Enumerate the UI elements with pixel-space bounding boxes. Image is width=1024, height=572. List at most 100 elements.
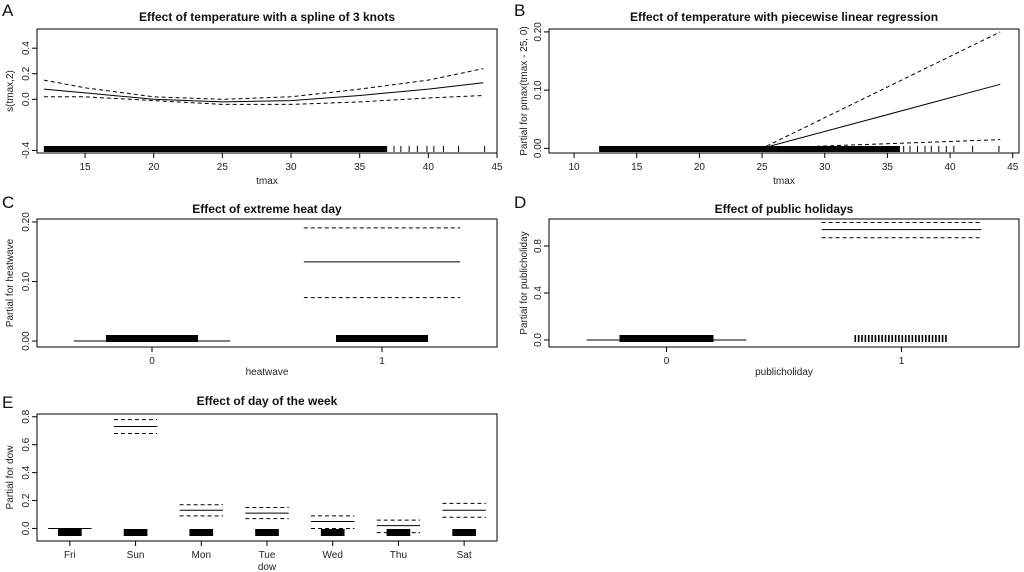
x-axis-label: dow — [258, 562, 277, 572]
y-tick-label: 0.10 — [21, 271, 32, 291]
y-tick-label: 0.6 — [21, 437, 32, 451]
rug-tick — [911, 335, 914, 342]
rug-tick — [901, 335, 904, 342]
y-tick-label: 0.4 — [533, 286, 544, 300]
y-tick-label: 0.0 — [533, 333, 544, 347]
y-tick-label: -0.4 — [21, 141, 32, 159]
rug-tick — [898, 335, 900, 342]
rug-tick — [921, 335, 924, 342]
x-tick-label: Mon — [192, 550, 211, 561]
y-axis: 0.0 0.4 0.8 — [533, 239, 549, 347]
rug-tick — [904, 335, 907, 342]
y-tick-label: 0.0 — [21, 92, 32, 106]
rug-tick — [878, 335, 880, 342]
y-axis-label: s(tmax,2) — [5, 70, 16, 112]
rug-block — [386, 529, 411, 536]
x-tick-label: 40 — [945, 162, 957, 173]
rug-block — [123, 529, 148, 536]
x-tick-label: 35 — [882, 162, 894, 173]
x-tick-label: 25 — [217, 162, 229, 173]
rug-tick — [857, 335, 860, 342]
y-tick-label: 0.2 — [21, 66, 32, 80]
plot-frame — [36, 218, 498, 348]
rug-tick — [854, 335, 857, 342]
rug-tick — [928, 335, 930, 342]
y-tick-label: 0.4 — [21, 465, 32, 479]
x-tick-label: 1 — [899, 356, 905, 367]
rug-tick — [871, 335, 873, 342]
rug-block — [619, 335, 714, 342]
x-axis: Fri Sun Mon Tue Wed Thu Sat — [64, 541, 472, 561]
y-tick-label: 0.00 — [533, 138, 544, 158]
panel-letter: D — [514, 193, 526, 212]
chart-title: Effect of temperature with a spline of 3… — [139, 10, 395, 24]
chart-title: Effect of day of the week — [197, 394, 338, 408]
y-tick-label: 0.8 — [21, 409, 32, 423]
chart-title: Effect of public holidays — [715, 202, 854, 216]
plot-frame — [548, 28, 1020, 154]
x-axis-label: publicholiday — [755, 367, 813, 378]
rug-block — [255, 529, 279, 536]
x-tick-label: 1 — [379, 356, 385, 367]
x-axis: 15 20 25 30 35 40 45 — [79, 153, 503, 173]
rug-tick — [864, 335, 867, 342]
x-tick-label: 20 — [148, 162, 160, 173]
x-tick-label: 30 — [819, 162, 831, 173]
panel-c: C Effect of extreme heat day 0.00 0.10 0.20 P… — [2, 193, 498, 378]
estimate-line — [43, 82, 484, 103]
rug-tick — [908, 335, 910, 342]
estimate-line — [599, 83, 1001, 149]
x-tick-label: 20 — [694, 162, 706, 173]
x-tick-label: Wed — [323, 550, 343, 561]
rug-tick — [888, 335, 890, 342]
panel-letter: A — [2, 1, 14, 20]
rug-dense — [43, 146, 388, 152]
rug — [599, 146, 1000, 152]
chart-title: Effect of temperature with piecewise lin… — [630, 10, 938, 24]
confidence-band-line — [599, 31, 1001, 149]
y-axis-label: Partial for pmax(tmax - 25, 0) — [519, 26, 530, 155]
x-tick-label: Thu — [390, 550, 407, 561]
rug-tick — [867, 335, 870, 342]
rug — [43, 146, 486, 152]
y-tick-label: 0.20 — [533, 22, 544, 42]
y-tick-label: 0.0 — [21, 521, 32, 535]
rug-block — [106, 335, 198, 342]
x-tick-label: 25 — [757, 162, 769, 173]
y-axis: 0.0 0.2 0.4 0.6 0.8 — [21, 409, 37, 535]
y-axis-label: Partial for publicholiday — [519, 231, 530, 334]
y-tick-label: 0.8 — [533, 239, 544, 253]
y-axis-label: Partial for dow — [5, 445, 16, 510]
rug-tick — [861, 335, 863, 342]
x-tick-label: 0 — [149, 356, 155, 367]
rug-tick — [874, 335, 877, 342]
x-tick-label: 15 — [79, 162, 91, 173]
x-axis-label: heatwave — [246, 367, 289, 378]
rug-dense — [599, 146, 900, 152]
x-tick-label: 15 — [631, 162, 643, 173]
y-axis: 0.00 0.10 0.20 — [21, 212, 37, 351]
y-axis: -0.4 0.0 0.2 0.4 — [21, 41, 37, 159]
rug-tick — [931, 335, 934, 342]
x-tick-label: 35 — [354, 162, 366, 173]
x-tick-label: 45 — [1007, 162, 1019, 173]
rug-tick — [925, 335, 927, 342]
confidence-band-line — [43, 95, 484, 105]
chart-title: Effect of extreme heat day — [192, 202, 342, 216]
y-axis: 0.00 0.10 0.20 — [533, 22, 549, 158]
rug-block — [320, 529, 345, 536]
x-tick-label: Sat — [457, 550, 472, 561]
panel-e: E Effect of day of the week0.00.20.40.60.… — [2, 393, 498, 572]
x-tick-label: Fri — [64, 550, 76, 561]
rug-tick — [884, 335, 887, 342]
confidence-band-line — [599, 139, 1001, 149]
panel-a: A Effect of temperature with a spline of … — [2, 1, 503, 187]
plot-frame — [36, 413, 498, 542]
rug-block — [189, 529, 214, 536]
rug-block — [336, 335, 428, 342]
rug-tick — [894, 335, 897, 342]
confidence-band-line — [43, 68, 484, 100]
